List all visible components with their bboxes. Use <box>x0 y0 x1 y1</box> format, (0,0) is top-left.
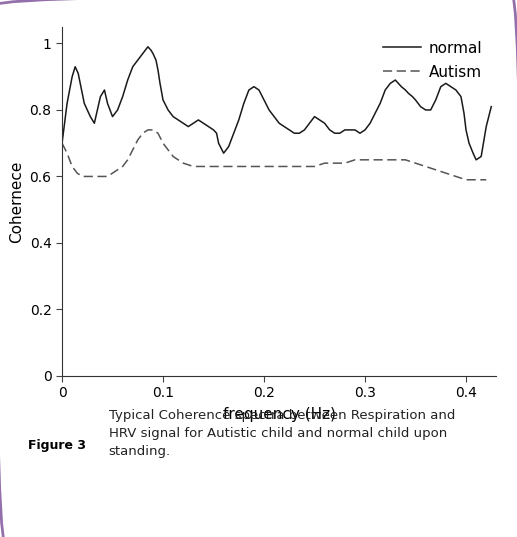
Text: Figure 3: Figure 3 <box>28 439 86 452</box>
Legend: normal, Autism: normal, Autism <box>377 34 489 86</box>
Text: Typical Coherence spectra between Respiration and
HRV signal for Autistic child : Typical Coherence spectra between Respir… <box>109 409 455 458</box>
Y-axis label: Cohernece: Cohernece <box>9 160 24 243</box>
X-axis label: frequency (Hz): frequency (Hz) <box>223 407 336 422</box>
